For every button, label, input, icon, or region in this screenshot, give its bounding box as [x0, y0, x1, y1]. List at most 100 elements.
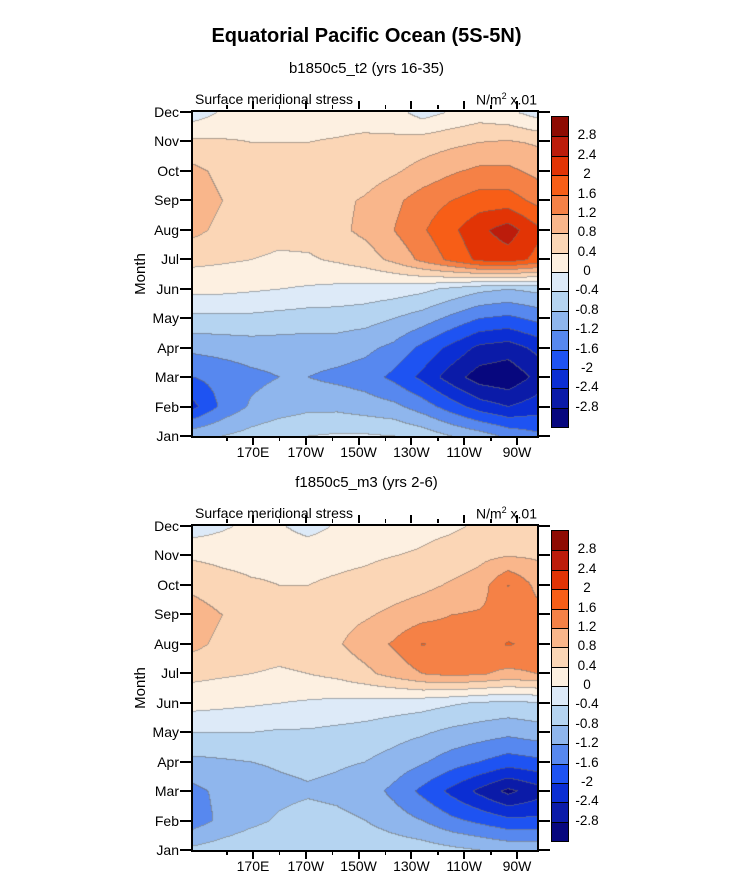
- month-label: Mar: [154, 783, 179, 800]
- colorbar-tick-label: -2: [580, 359, 593, 375]
- month-tick-left: [180, 169, 191, 172]
- colorbar-segment: [552, 368, 568, 389]
- month-tick-left: [180, 346, 191, 349]
- month-label: Sep: [154, 606, 179, 623]
- lon-major-tick-bottom: [463, 437, 466, 445]
- month-tick-left: [180, 731, 191, 734]
- lon-major-tick-top: [410, 515, 413, 523]
- colorbar-segment: [552, 252, 568, 272]
- lon-major-tick-bottom: [304, 437, 307, 445]
- month-tick-right: [539, 287, 550, 290]
- lon-minor-tick-bottom: [384, 437, 386, 441]
- lon-tick-label: 130W: [393, 858, 430, 874]
- lon-minor-tick-bottom: [490, 437, 492, 441]
- month-tick-left: [180, 613, 191, 616]
- lon-tick-label: 110W: [446, 858, 482, 874]
- colorbar-segment: [552, 744, 568, 764]
- colorbar-tick-label: -1.2: [575, 735, 599, 751]
- colorbar-tick-label: 0.4: [577, 243, 597, 259]
- colorbar-tick-label: 2.4: [577, 560, 597, 576]
- lon-tick-label: 130W: [393, 444, 430, 460]
- month-label: Dec: [154, 518, 179, 534]
- colorbar-segment: [552, 821, 568, 841]
- lon-major-tick-top: [252, 101, 254, 109]
- colorbar-segment: [552, 531, 568, 551]
- panel-title: f1850c5_m3 (yrs 2-6): [295, 474, 438, 491]
- lon-minor-tick-bottom: [331, 851, 334, 855]
- colorbar-segment: [552, 291, 568, 311]
- colorbar-segment: [552, 782, 568, 803]
- colorbar-tick-label: -2.8: [575, 398, 599, 414]
- month-tick-right: [539, 613, 550, 616]
- lon-minor-tick-bottom: [278, 437, 281, 441]
- month-tick-right: [539, 583, 550, 586]
- lon-major-tick-top: [304, 101, 307, 109]
- lon-minor-tick-top: [278, 519, 281, 523]
- month-tick-left: [180, 672, 191, 675]
- main-title: Equatorial Pacific Ocean (5S-5N): [211, 25, 522, 47]
- lon-minor-tick-bottom: [331, 437, 334, 441]
- month-label: Sep: [154, 192, 179, 209]
- month-label: Jul: [161, 251, 179, 268]
- lon-minor-tick-top: [331, 105, 334, 109]
- colorbar-tick-label: -2: [580, 773, 593, 789]
- month-label: Oct: [157, 162, 179, 179]
- month-label: Aug: [154, 635, 179, 652]
- colorbar-tick-label: 1.2: [577, 204, 597, 220]
- lon-major-tick-top: [463, 101, 466, 109]
- month-tick-right: [539, 525, 550, 527]
- month-label: Jul: [161, 665, 179, 682]
- lon-major-tick-bottom: [357, 437, 360, 445]
- lon-minor-tick-bottom: [226, 437, 228, 441]
- colorbar-tick-label: 1.2: [577, 618, 597, 634]
- colorbar-labels: 2.8 2.4 2 1.6 1.2 0.8 0.4 0 -0.4 -0.8 -1.2 -1.6 -2 -2…: [570, 530, 604, 840]
- lon-tick-label: 110W: [446, 444, 482, 460]
- colorbar-segment: [552, 589, 568, 609]
- lon-minor-tick-bottom: [384, 851, 386, 855]
- month-tick-left: [180, 583, 191, 586]
- colorbar-tick-label: -1.6: [575, 340, 599, 356]
- lon-minor-tick-top: [278, 105, 281, 109]
- month-tick-left: [180, 258, 191, 261]
- month-label: Jun: [156, 280, 179, 297]
- colorbar-segment: [552, 666, 568, 686]
- month-tick-right: [539, 169, 550, 172]
- month-label: Mar: [154, 369, 179, 386]
- lon-major-tick-top: [463, 515, 466, 523]
- colorbar-segment: [552, 569, 568, 590]
- colorbar-segment: [552, 802, 568, 822]
- month-label: Nov: [154, 133, 179, 150]
- contour-plot: Dec Nov Oct Sep Aug Jul Jun May Apr Mar Feb Jan 170E…: [153, 515, 550, 874]
- units-suffix: x.01: [506, 91, 537, 108]
- colorbar-segment: [552, 724, 568, 745]
- colorbar-segment: [552, 213, 568, 234]
- lon-minor-tick-bottom: [437, 851, 439, 855]
- lon-minor-tick-bottom: [437, 437, 439, 441]
- month-tick-right: [539, 111, 550, 113]
- contour-field-canvas: [193, 526, 537, 850]
- colorbar-tick-label: 0: [583, 263, 591, 278]
- colorbar-segment: [552, 388, 568, 408]
- colorbar-segment: [552, 272, 568, 292]
- lon-major-tick-bottom: [304, 851, 307, 859]
- colorbar-segment: [552, 608, 568, 628]
- month-tick-right: [539, 140, 550, 143]
- month-tick-left: [180, 435, 191, 437]
- month-tick-left: [180, 317, 191, 320]
- month-label: Apr: [157, 753, 179, 770]
- colorbar-tick-label: 1.6: [577, 599, 597, 615]
- month-tick-right: [539, 258, 550, 261]
- month-tick-right: [539, 819, 550, 822]
- colorbar-tick-label: -0.4: [575, 282, 599, 298]
- month-label: Feb: [154, 812, 179, 829]
- colorbar-tick-label: 1.6: [577, 185, 597, 201]
- lon-major-tick-bottom: [252, 851, 254, 859]
- month-tick-right: [539, 849, 550, 851]
- lon-tick-label: 150W: [340, 444, 377, 460]
- lon-major-tick-top: [410, 101, 413, 109]
- colorbar-segment: [552, 310, 568, 331]
- lon-major-tick-top: [516, 515, 518, 523]
- month-tick-left: [180, 140, 191, 143]
- month-tick-left: [180, 790, 191, 793]
